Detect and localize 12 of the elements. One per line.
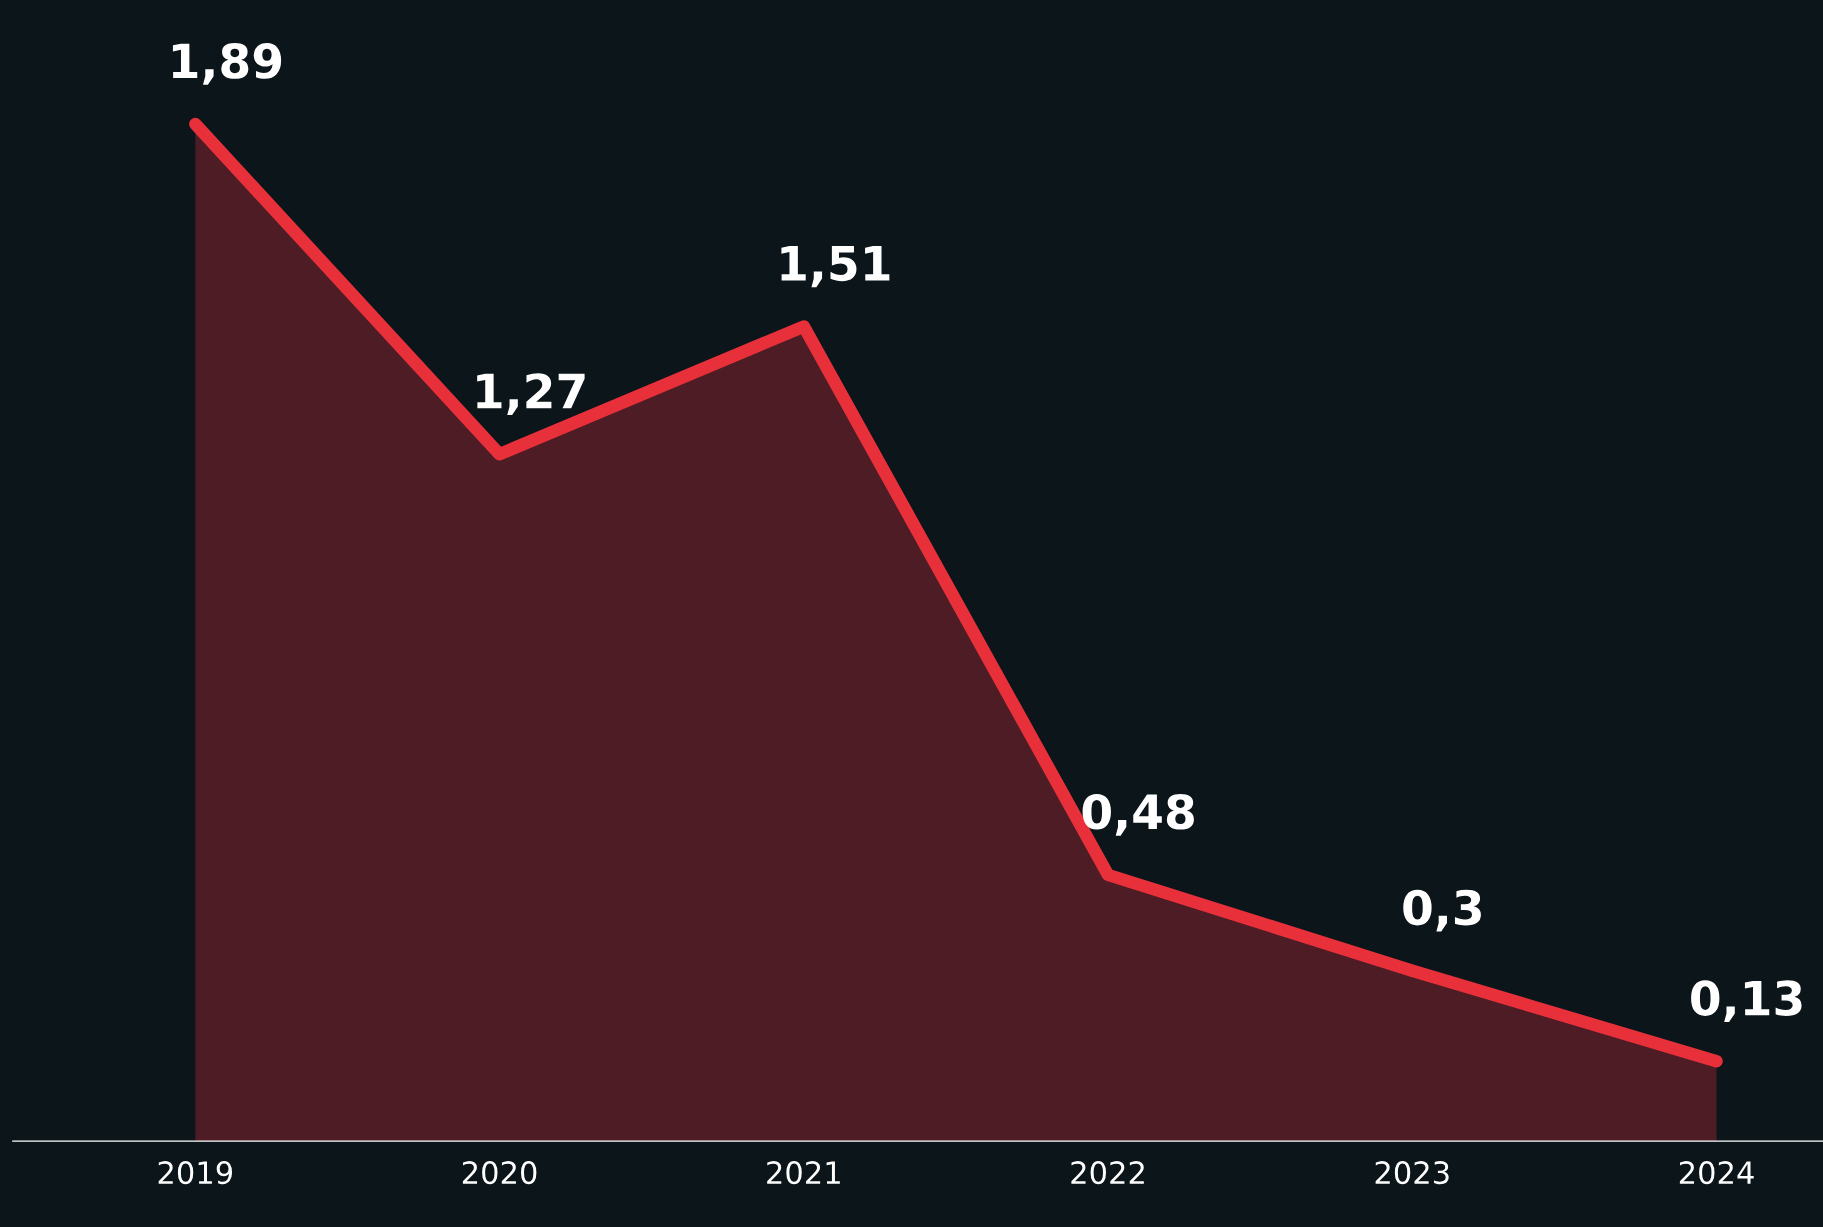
data-label: 0,48 — [1082, 793, 1194, 836]
x-tick-label: 2021 — [767, 1161, 840, 1185]
x-tick-label: 2020 — [462, 1161, 537, 1185]
x-tick-label: 2024 — [1679, 1161, 1754, 1185]
x-tick-label: 2023 — [1375, 1161, 1449, 1185]
data-label: 1,51 — [781, 246, 890, 288]
data-label: 0,3 — [1403, 889, 1481, 932]
x-tick-label: 2022 — [1071, 1161, 1144, 1185]
x-tick-label: 2019 — [158, 1161, 233, 1185]
data-label: 0,13 — [1691, 980, 1802, 1023]
data-label: 1,89 — [172, 43, 282, 85]
data-label: 1,27 — [477, 373, 585, 415]
